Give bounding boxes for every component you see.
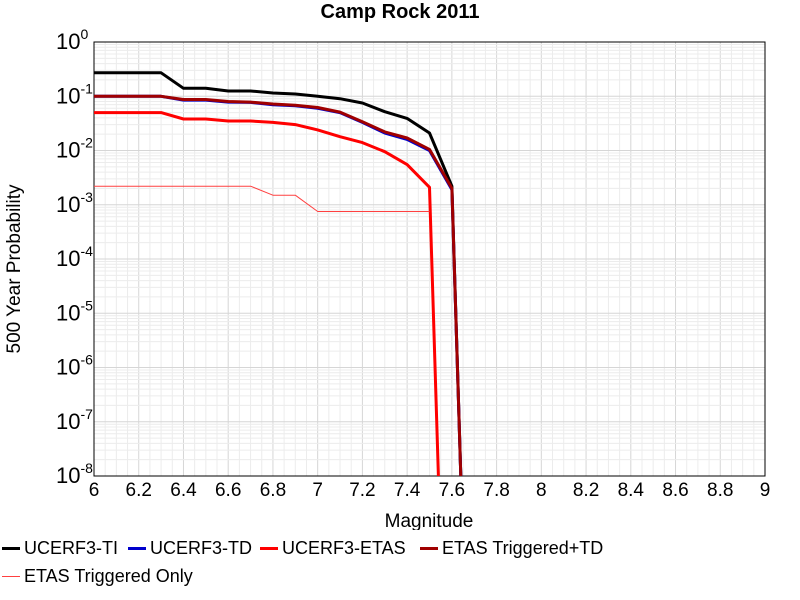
legend-row-1: UCERF3-TI UCERF3-TD UCERF3-ETAS ETAS Tri… bbox=[0, 538, 800, 566]
x-tick-label: 7.8 bbox=[483, 480, 509, 501]
legend-item-ucerf3-ti: UCERF3-TI bbox=[2, 538, 118, 559]
legend-label-ucerf3-td: UCERF3-TD bbox=[150, 538, 252, 558]
y-tick-exponent: -1 bbox=[80, 80, 93, 96]
x-tick-label: 6.6 bbox=[215, 480, 241, 501]
y-axis-label: 500 Year Probability bbox=[4, 184, 25, 354]
legend-row-2: ETAS Triggered Only bbox=[0, 566, 800, 594]
legend-item-ucerf3-td: UCERF3-TD bbox=[128, 538, 252, 559]
x-tick-label: 6.4 bbox=[170, 480, 197, 501]
y-tick-exponent: -3 bbox=[80, 189, 93, 205]
series-lines bbox=[94, 71, 463, 477]
x-tick-label: 7.4 bbox=[394, 480, 421, 501]
chart-title: Camp Rock 2011 bbox=[321, 1, 480, 23]
y-tick-exponent: -4 bbox=[80, 243, 93, 259]
x-tick-label: 8.2 bbox=[573, 480, 599, 501]
legend-swatch-ucerf3-td bbox=[128, 547, 146, 550]
x-tick-label: 8.4 bbox=[618, 480, 645, 501]
x-tick-label: 7.6 bbox=[439, 480, 465, 501]
y-tick-exponent: -2 bbox=[80, 135, 93, 151]
y-tick-label: 10-1 bbox=[56, 80, 93, 108]
legend-item-etas-triggered-td: ETAS Triggered+TD bbox=[420, 538, 603, 559]
y-tick-exponent: -5 bbox=[80, 297, 93, 313]
x-tick-label: 6 bbox=[89, 480, 100, 501]
series-line-4 bbox=[94, 185, 430, 212]
legend-swatch-etas-triggered-td bbox=[420, 547, 438, 550]
y-tick-label: 10-4 bbox=[56, 243, 93, 271]
y-tick-label: 10-6 bbox=[56, 352, 93, 380]
x-tick-label: 8 bbox=[536, 480, 547, 501]
x-tick-label: 8.8 bbox=[707, 480, 733, 501]
legend-item-ucerf3-etas: UCERF3-ETAS bbox=[260, 538, 406, 559]
legend-swatch-etas-triggered-only bbox=[2, 576, 20, 577]
grid bbox=[93, 41, 766, 477]
series-line-0 bbox=[94, 71, 463, 477]
x-tick-label: 7 bbox=[312, 480, 323, 501]
x-tick-labels: 6 6.2 6.4 6.6 6.8 7 7.2 7.4 7.6 7.8 8 8.2 8.4 8.6 8.8 9 bbox=[89, 480, 771, 501]
y-tick-label: 10-2 bbox=[56, 135, 93, 163]
y-tick-label: 100 bbox=[56, 26, 88, 54]
x-tick-label: 8.6 bbox=[662, 480, 688, 501]
y-tick-labels: 100 10-1 10-2 10-3 10-4 10-5 10-6 10-7 10-8 bbox=[56, 26, 93, 488]
series-line-2 bbox=[94, 111, 440, 477]
legend-item-etas-triggered-only: ETAS Triggered Only bbox=[2, 566, 193, 587]
y-tick-exponent: -6 bbox=[80, 352, 93, 368]
y-tick-exponent: -7 bbox=[80, 406, 93, 422]
legend-swatch-ucerf3-etas bbox=[260, 547, 278, 550]
legend-label-etas-triggered-only: ETAS Triggered Only bbox=[24, 566, 193, 586]
y-tick-label: 10-5 bbox=[56, 297, 93, 325]
x-tick-label: 6.8 bbox=[260, 480, 286, 501]
legend: UCERF3-TI UCERF3-TD UCERF3-ETAS ETAS Tri… bbox=[0, 538, 800, 594]
y-tick-exponent: 0 bbox=[80, 26, 88, 42]
x-tick-label: 6.2 bbox=[126, 480, 152, 501]
y-tick-label: 10-3 bbox=[56, 189, 93, 217]
plot-area bbox=[93, 41, 766, 477]
chart-canvas: Camp Rock 2011 6 6.2 6.4 6.6 6.8 7 7.2 7.4 7.6 7.… bbox=[4, 1, 771, 530]
x-tick-label: 7.2 bbox=[349, 480, 375, 501]
legend-label-etas-triggered-td: ETAS Triggered+TD bbox=[442, 538, 604, 558]
series-line-3 bbox=[94, 94, 463, 477]
x-tick-label: 9 bbox=[760, 480, 771, 501]
y-tick-label: 10-8 bbox=[56, 460, 93, 488]
legend-label-ucerf3-etas: UCERF3-ETAS bbox=[282, 538, 406, 558]
y-tick-label: 10-7 bbox=[56, 406, 93, 434]
legend-label-ucerf3-ti: UCERF3-TI bbox=[24, 538, 118, 558]
y-tick-exponent: -8 bbox=[80, 460, 93, 476]
legend-swatch-ucerf3-ti bbox=[2, 547, 20, 550]
x-axis-label: Magnitude bbox=[385, 511, 474, 530]
